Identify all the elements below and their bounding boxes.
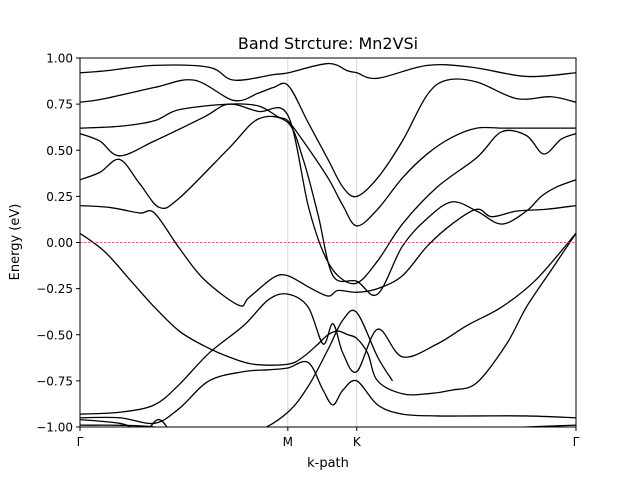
y-tick-label: 0.00 [46,236,73,250]
y-tick-label: 0.75 [46,98,73,112]
y-tick-label: −1.00 [36,421,73,435]
x-tick-label: Γ [77,435,84,449]
x-tick-label: Γ [573,435,580,449]
chart-title: Band Strcture: Mn2VSi [238,34,418,53]
band-line-11 [80,424,576,427]
y-axis-label: Energy (eV) [8,204,23,281]
bands [80,62,576,427]
band-line-6 [80,204,576,307]
y-tick-label: −0.50 [36,328,73,342]
band-line-4 [80,103,576,285]
band-line-9 [80,360,576,425]
y-tick-label: 0.50 [46,144,73,158]
x-tick-label: M [283,435,293,449]
band-line-10 [80,309,394,427]
band-line-7 [80,232,576,396]
y-tick-label: −0.25 [36,282,73,296]
y-axis: −1.00 −0.75 −0.50 −0.25 0.00 0.25 0.50 0.75 1.00 [36,52,80,435]
y-tick-label: 0.25 [46,190,73,204]
band-line-1 [80,62,576,81]
x-tick-label: K [353,435,362,449]
band-line-8 [80,232,576,415]
band-line-2 [80,78,576,198]
y-tick-label: 1.00 [46,52,73,66]
x-axis-label: k-path [307,456,349,471]
y-tick-label: −0.75 [36,374,73,388]
band-line-5 [80,115,576,297]
band-line-3 [80,103,576,227]
